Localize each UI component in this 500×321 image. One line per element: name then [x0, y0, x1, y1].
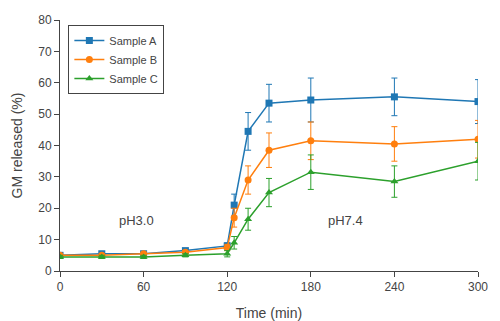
svg-text:30: 30 — [38, 170, 52, 184]
svg-text:GM released (%): GM released (%) — [9, 93, 25, 199]
svg-text:180: 180 — [301, 280, 321, 294]
svg-text:300: 300 — [468, 280, 488, 294]
svg-text:Sample B: Sample B — [109, 54, 157, 66]
svg-text:120: 120 — [217, 280, 237, 294]
svg-text:10: 10 — [38, 233, 52, 247]
svg-text:Sample C: Sample C — [109, 73, 157, 85]
svg-text:50: 50 — [38, 107, 52, 121]
svg-text:Sample A: Sample A — [109, 35, 157, 47]
svg-text:pH7.4: pH7.4 — [328, 213, 363, 228]
svg-text:60: 60 — [137, 280, 151, 294]
svg-text:20: 20 — [38, 201, 52, 215]
svg-text:pH3.0: pH3.0 — [119, 213, 154, 228]
svg-text:40: 40 — [38, 139, 52, 153]
svg-text:80: 80 — [38, 13, 52, 27]
svg-text:Time (min): Time (min) — [236, 305, 302, 321]
svg-text:240: 240 — [384, 280, 404, 294]
svg-text:60: 60 — [38, 76, 52, 90]
svg-text:0: 0 — [45, 264, 52, 278]
svg-text:0: 0 — [57, 280, 64, 294]
svg-text:70: 70 — [38, 45, 52, 59]
